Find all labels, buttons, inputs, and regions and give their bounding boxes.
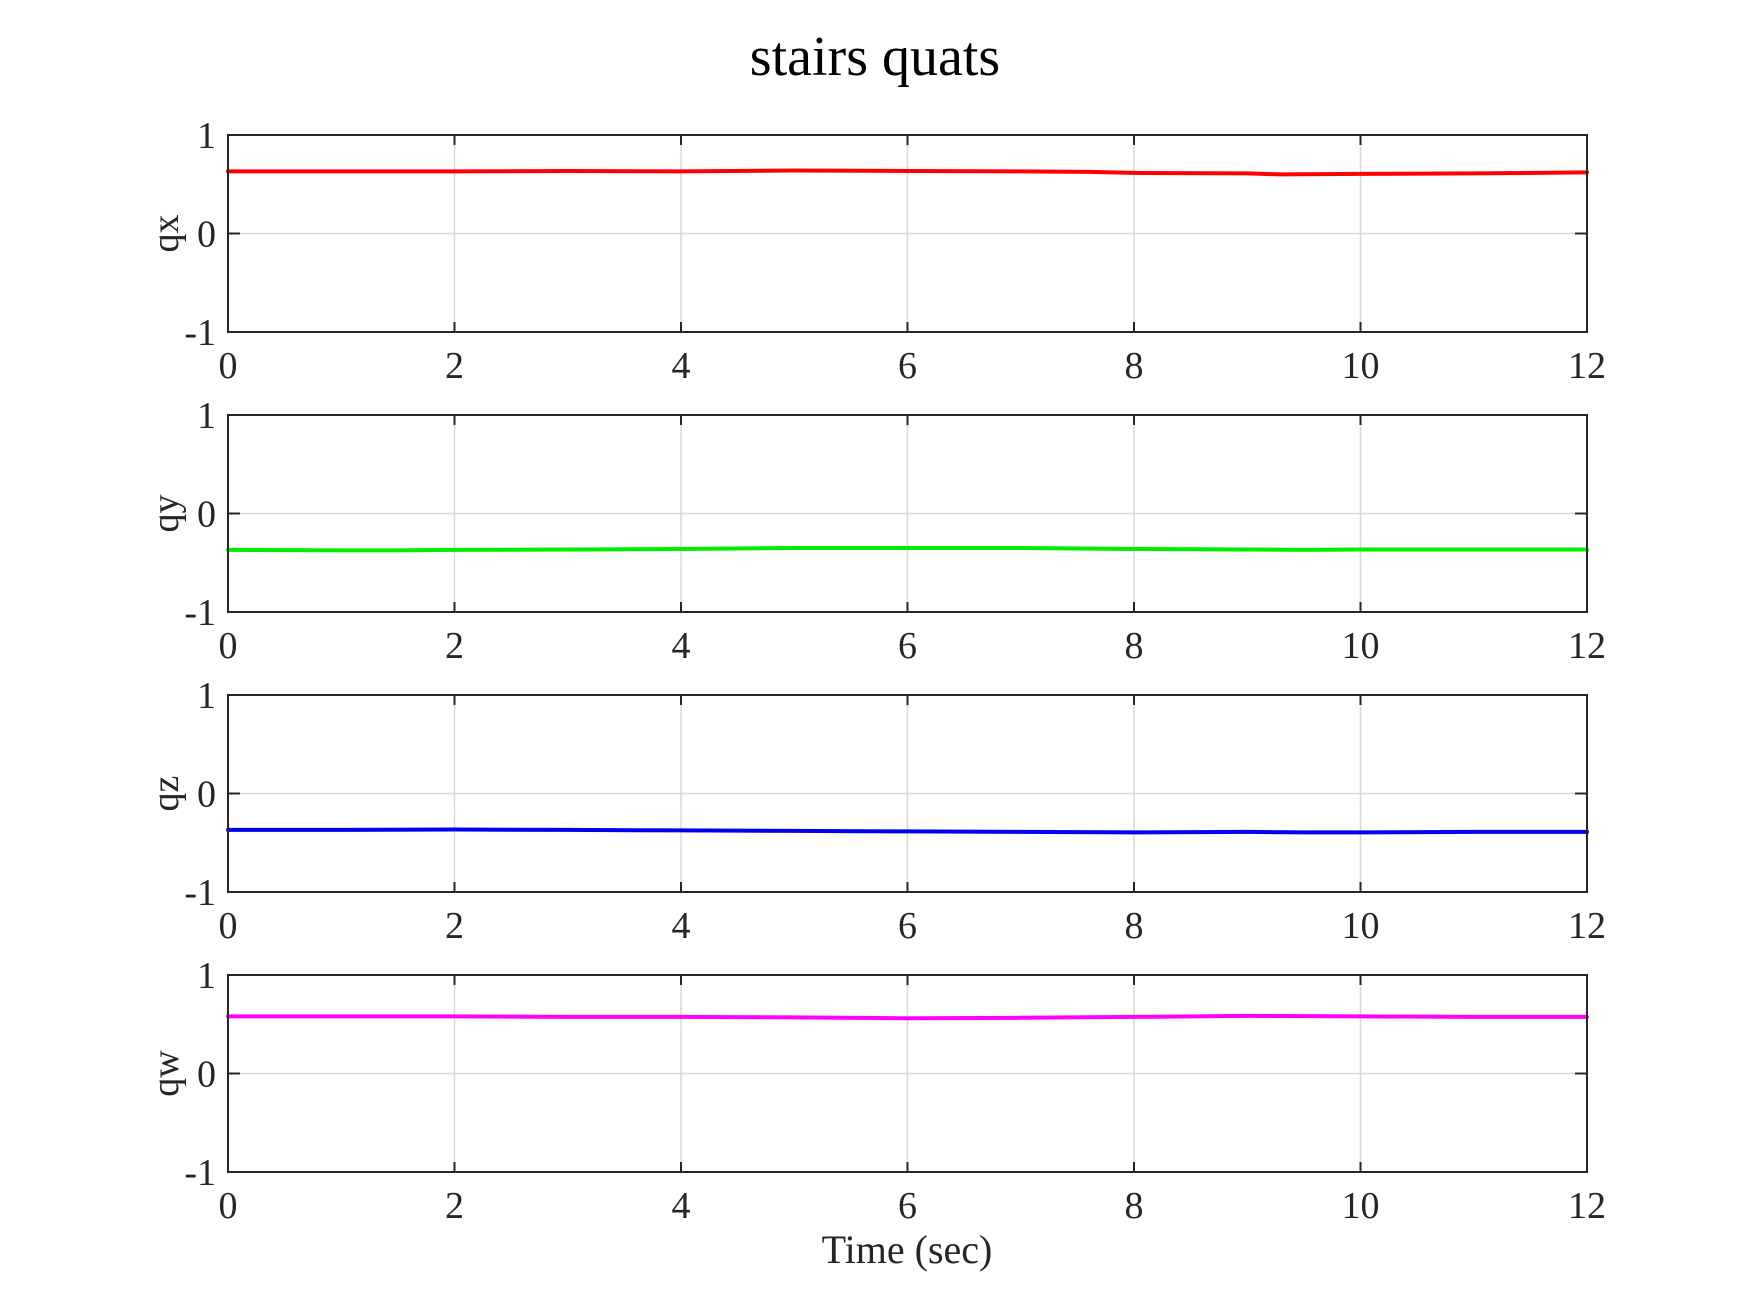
x-tick-label: 10 (1342, 1185, 1380, 1227)
x-tick-label: 0 (219, 905, 238, 947)
y-axis-label-qw: qw (145, 1050, 187, 1097)
x-axis-label: Time (sec) (822, 1227, 993, 1272)
x-tick-label: 6 (898, 1185, 917, 1227)
y-axis-label-qz: qz (145, 776, 187, 812)
x-tick-label: 4 (672, 905, 691, 947)
y-tick-label: -1 (184, 592, 216, 634)
y-tick-label: 0 (197, 1054, 216, 1096)
x-tick-label: 2 (445, 905, 464, 947)
y-tick-label: 1 (197, 955, 216, 997)
x-tick-label: 12 (1568, 1185, 1606, 1227)
x-tick-label: 10 (1342, 625, 1380, 667)
y-tick-label: 1 (197, 115, 216, 157)
x-tick-label: 12 (1568, 345, 1606, 387)
y-tick-label: -1 (184, 1152, 216, 1194)
x-tick-label: 8 (1125, 1185, 1144, 1227)
x-tick-label: 6 (898, 345, 917, 387)
x-tick-label: 12 (1568, 625, 1606, 667)
x-tick-label: 8 (1125, 625, 1144, 667)
x-tick-label: 0 (219, 1185, 238, 1227)
y-tick-label: 0 (197, 774, 216, 816)
x-tick-label: 2 (445, 625, 464, 667)
y-tick-label: -1 (184, 872, 216, 914)
x-tick-label: 10 (1342, 345, 1380, 387)
x-tick-label: 4 (672, 1185, 691, 1227)
x-tick-label: 6 (898, 625, 917, 667)
x-tick-label: 12 (1568, 905, 1606, 947)
x-tick-label: 4 (672, 625, 691, 667)
series-line-qz (226, 827, 1589, 835)
x-tick-label: 2 (445, 1185, 464, 1227)
y-axis-label-qy: qy (145, 495, 187, 533)
x-tick-label: 2 (445, 345, 464, 387)
x-tick-label: 0 (219, 625, 238, 667)
x-tick-label: 8 (1125, 345, 1144, 387)
x-tick-label: 8 (1125, 905, 1144, 947)
y-tick-label: 0 (197, 214, 216, 256)
series-line-qy (226, 546, 1589, 553)
x-tick-label: 4 (672, 345, 691, 387)
series-line-qx (226, 168, 1589, 177)
x-tick-label: 10 (1342, 905, 1380, 947)
series-line-qw (226, 1013, 1589, 1021)
y-tick-label: 1 (197, 395, 216, 437)
y-tick-label: 0 (197, 494, 216, 536)
y-axis-label-qx: qx (145, 215, 187, 253)
x-tick-label: 6 (898, 905, 917, 947)
chart-title: stairs quats (750, 26, 1000, 88)
y-tick-label: 1 (197, 675, 216, 717)
y-tick-label: -1 (184, 312, 216, 354)
x-tick-label: 0 (219, 345, 238, 387)
